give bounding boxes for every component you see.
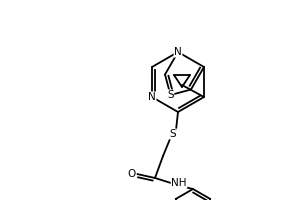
Text: S: S (170, 129, 176, 139)
Text: S: S (167, 90, 174, 100)
Text: N: N (174, 47, 182, 57)
Text: O: O (128, 169, 136, 179)
Text: N: N (148, 92, 156, 102)
Text: NH: NH (171, 178, 187, 188)
